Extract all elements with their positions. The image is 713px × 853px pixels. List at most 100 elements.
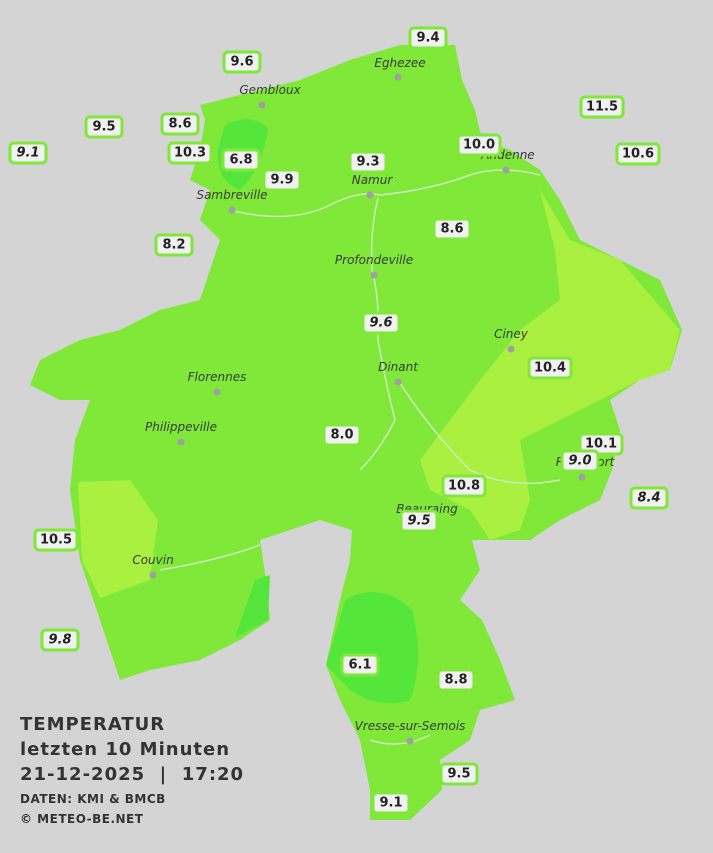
town-dot <box>228 206 236 214</box>
station: 8.4 <box>629 486 669 510</box>
station: 9.8 <box>40 628 80 652</box>
station-box <box>441 474 487 498</box>
station: 9.1 <box>8 141 48 165</box>
station-value: 9.6 <box>230 55 253 70</box>
station-box <box>221 148 261 172</box>
station-box <box>456 133 502 157</box>
station: 10.1 <box>578 432 624 456</box>
town-dot <box>149 571 157 579</box>
town-dot <box>502 166 510 174</box>
legend-subtitle: letzten 10 Minuten <box>20 739 230 760</box>
station-value: 10.8 <box>448 479 480 494</box>
station-value: 6.8 <box>229 153 252 168</box>
station: 10.0 <box>456 133 502 157</box>
station-value: 9.1 <box>379 796 402 811</box>
station-box <box>8 141 48 165</box>
station-box <box>222 50 262 74</box>
station-box <box>40 628 80 652</box>
station-value: 8.4 <box>637 491 660 506</box>
station-box <box>340 653 380 677</box>
station-box <box>432 217 472 241</box>
town-dot <box>406 737 414 745</box>
station: 6.8 <box>221 148 261 172</box>
town-label: Vresse-sur-Semois <box>355 719 466 733</box>
town-label: Sambreville <box>196 188 267 202</box>
station-value: 8.6 <box>168 117 191 132</box>
station-value: 9.5 <box>407 514 430 529</box>
river <box>159 169 561 745</box>
town-dot <box>258 101 266 109</box>
town-label: Couvin <box>132 553 173 567</box>
town-dot <box>213 388 221 396</box>
station-box <box>371 791 411 815</box>
station-value: 8.8 <box>444 673 467 688</box>
town-label: Gembloux <box>239 83 301 97</box>
station-value: 6.1 <box>348 658 371 673</box>
station: 10.8 <box>441 474 487 498</box>
station-box <box>578 432 624 456</box>
station-value: 8.2 <box>162 238 185 253</box>
station: 9.9 <box>262 168 302 192</box>
station-value: 10.5 <box>40 533 72 548</box>
station-value: 9.6 <box>369 316 392 331</box>
station-value: 10.0 <box>463 138 495 153</box>
station-box <box>408 26 448 50</box>
station-box <box>399 509 439 533</box>
town-dot <box>507 345 515 353</box>
station: 9.5 <box>399 509 439 533</box>
station: 9.3 <box>348 150 388 174</box>
town-label: Ciney <box>494 327 529 341</box>
station: 9.5 <box>439 762 479 786</box>
station: 10.3 <box>167 141 213 165</box>
station-box <box>160 112 200 136</box>
station-value: 10.3 <box>174 146 206 161</box>
station: 8.8 <box>436 668 476 692</box>
station-box <box>167 141 213 165</box>
station: 9.6 <box>361 311 401 335</box>
station: 9.1 <box>371 791 411 815</box>
station: 8.6 <box>432 217 472 241</box>
station-box <box>579 95 625 119</box>
town-label: Dinant <box>378 360 419 374</box>
station: 9.0 <box>560 449 600 473</box>
station-value: 9.3 <box>356 155 379 170</box>
station: 9.5 <box>84 115 124 139</box>
station-value: 9.1 <box>16 146 39 161</box>
station: 6.1 <box>340 653 380 677</box>
station-box <box>560 449 600 473</box>
station-box <box>322 423 362 447</box>
station-box <box>436 668 476 692</box>
station-box <box>629 486 669 510</box>
station-box <box>154 233 194 257</box>
cool-zone <box>235 575 270 638</box>
station-box <box>33 528 79 552</box>
town-label: Florennes <box>188 370 247 384</box>
station: 8.0 <box>322 423 362 447</box>
station-value: 9.4 <box>416 31 439 46</box>
station-value: 9.8 <box>48 633 71 648</box>
station-value: 10.1 <box>585 437 617 452</box>
station-value: 11.5 <box>586 100 618 115</box>
legend-copyright: © METEO-BE.NET <box>20 812 144 826</box>
station-value: 8.0 <box>330 428 353 443</box>
legend-title: TEMPERATUR <box>20 714 165 735</box>
station-value: 10.4 <box>534 361 566 376</box>
station-box <box>615 142 661 166</box>
station: 10.5 <box>33 528 79 552</box>
town-dot <box>578 473 586 481</box>
station: 8.6 <box>160 112 200 136</box>
station-value: 9.5 <box>92 120 115 135</box>
station-value: 8.6 <box>440 222 463 237</box>
station-value: 9.9 <box>270 173 293 188</box>
town-label: Philippeville <box>145 420 217 434</box>
town-dot <box>370 271 378 279</box>
station: 10.6 <box>615 142 661 166</box>
station-value: 10.6 <box>622 147 654 162</box>
town-dot <box>394 73 402 81</box>
station-box <box>439 762 479 786</box>
town-dot <box>366 191 374 199</box>
station-box <box>262 168 302 192</box>
town-label: Profondeville <box>335 253 413 267</box>
station: 10.4 <box>527 356 573 380</box>
